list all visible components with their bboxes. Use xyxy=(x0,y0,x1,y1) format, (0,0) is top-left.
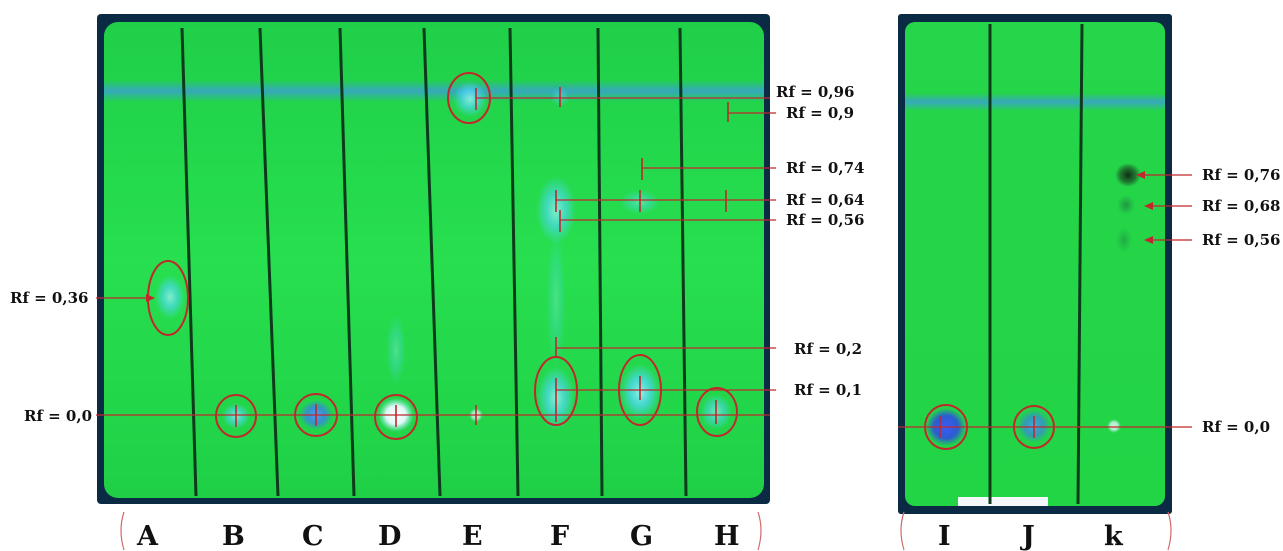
spots-2 xyxy=(926,163,1141,446)
spot-k-base xyxy=(1107,419,1121,433)
divider xyxy=(422,27,442,497)
rf-label-0-36: Rf = 0,36 xyxy=(10,289,88,307)
bracket-left xyxy=(900,511,905,551)
arrowhead xyxy=(1144,202,1153,210)
divider xyxy=(678,27,688,497)
rf-label-0-1: Rf = 0,1 xyxy=(794,381,862,399)
tlc-plate-1 xyxy=(97,14,770,504)
circle-b xyxy=(215,394,257,438)
spot-k-faint-2 xyxy=(1116,228,1132,252)
solvent-front-band-2 xyxy=(905,93,1165,111)
rf-label-0-9: Rf = 0,9 xyxy=(786,104,854,122)
rf-labels: Rf = 0,36 Rf = 0,0 Rf = 0,96 Rf = 0,9 Rf… xyxy=(10,83,1280,436)
rf-label-0-64: Rf = 0,64 xyxy=(786,191,864,209)
lane-letter-c: C xyxy=(302,521,324,551)
bracket-left xyxy=(120,511,125,551)
divider xyxy=(258,27,280,497)
lane-bracket-1 xyxy=(120,511,762,551)
lane-letter-g: G xyxy=(630,521,653,551)
divider xyxy=(596,27,604,497)
rf-label-0-96: Rf = 0,96 xyxy=(776,83,854,101)
lane-dividers-1 xyxy=(180,27,688,497)
tick-marks-1 xyxy=(235,87,729,427)
arrowhead xyxy=(1136,171,1145,179)
spot-d-faint xyxy=(386,315,406,385)
lane-letter-j: J xyxy=(1020,521,1035,551)
rf-label-0-76: Rf = 0,76 xyxy=(1202,166,1280,184)
lane-letter-f: F xyxy=(550,521,569,551)
rf-label-0-0-right: Rf = 0,0 xyxy=(1202,418,1270,436)
arrowhead xyxy=(1144,236,1153,244)
solvent-front-band-1 xyxy=(104,80,764,102)
leader-arrowheads xyxy=(146,171,1153,302)
lane-letter-a: A xyxy=(136,521,159,551)
spot-f-trail xyxy=(546,230,566,370)
rf-label-0-56: Rf = 0,56 xyxy=(786,211,864,229)
bracket-right xyxy=(757,511,762,551)
rf-label-0-68: Rf = 0,68 xyxy=(1202,197,1280,215)
plate-2-surface xyxy=(905,22,1165,506)
divider xyxy=(338,27,356,497)
lane-bracket-2 xyxy=(900,511,1172,551)
rf-label-0-56-k: Rf = 0,56 xyxy=(1202,231,1280,249)
tlc-plate-2 xyxy=(898,14,1172,514)
rf-label-0-2: Rf = 0,2 xyxy=(794,340,862,358)
spot-a xyxy=(155,275,185,319)
bracket-right xyxy=(1167,511,1172,551)
lane-letter-k: k xyxy=(1104,521,1124,551)
divider xyxy=(508,27,520,497)
lane-letter-e: E xyxy=(462,521,483,551)
lane-letter-h: H xyxy=(714,521,740,551)
plate-2-bottom-label xyxy=(958,497,1048,506)
circle-d xyxy=(374,394,418,440)
lane-letters: A B C D E F G H I J k xyxy=(136,521,1124,551)
lane-letter-b: B xyxy=(222,521,245,551)
spot-e-top xyxy=(453,81,487,117)
divider xyxy=(180,27,198,497)
arrowhead xyxy=(146,294,155,302)
spot-k-faint-1 xyxy=(1117,195,1135,215)
spot-k-dark xyxy=(1115,163,1141,187)
rf-label-0-0-left: Rf = 0,0 xyxy=(24,407,92,425)
circle-h xyxy=(696,387,738,437)
rf-label-0-74: Rf = 0,74 xyxy=(786,159,864,177)
lane-dividers-2 xyxy=(988,23,1084,505)
divider xyxy=(1076,23,1084,505)
leader-lines xyxy=(96,97,1192,428)
lane-letter-i: I xyxy=(938,521,951,551)
lane-letter-d: D xyxy=(378,521,401,551)
